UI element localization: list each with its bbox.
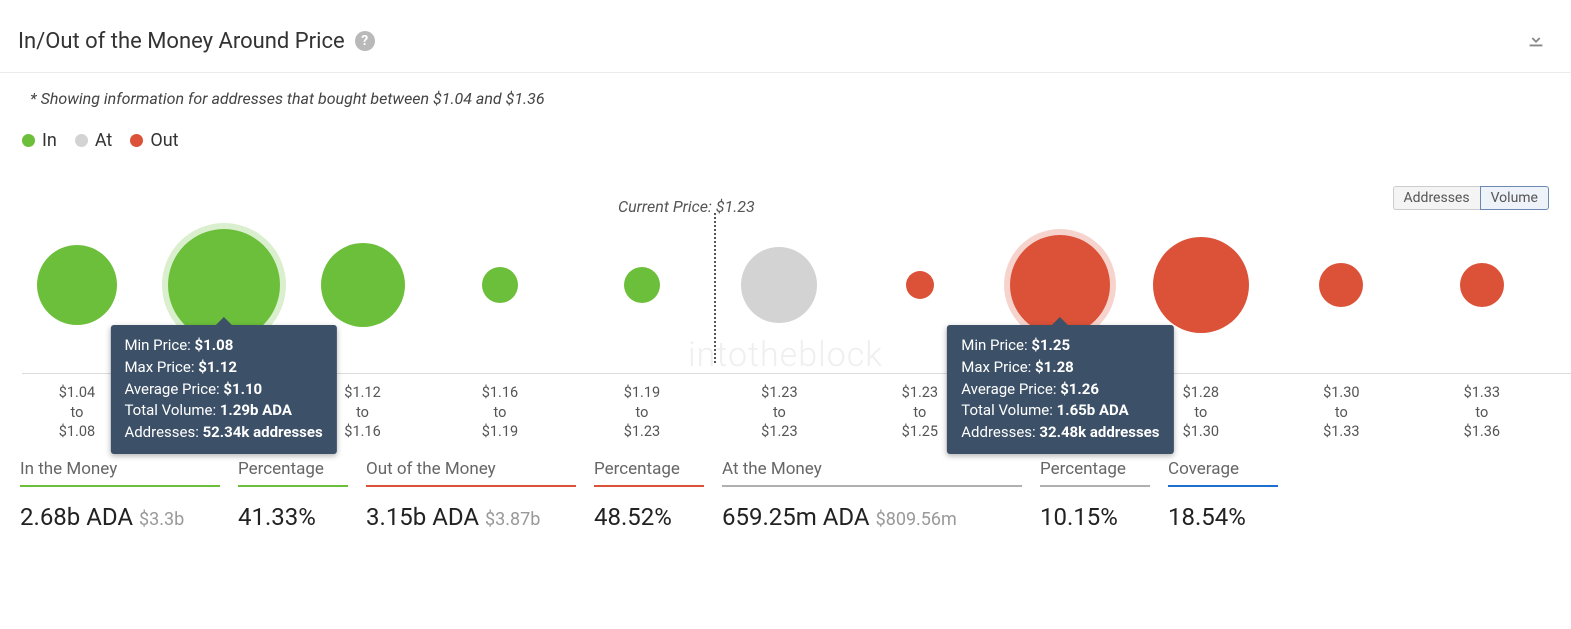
bubble[interactable] [741, 197, 817, 373]
stat-block: Percentage 10.15% [1040, 459, 1150, 531]
stat-value: 2.68b ADA$3.3b [20, 493, 220, 531]
stat-label: Percentage [1040, 459, 1150, 487]
header: In/Out of the Money Around Price ? [0, 0, 1571, 73]
legend-label: Out [150, 130, 178, 151]
x-axis-label: $1.30to$1.33 [1323, 383, 1359, 442]
stat-block: Coverage 18.54% [1168, 459, 1278, 531]
stat-block: Out of the Money 3.15b ADA$3.87b [366, 459, 576, 531]
stat-label: In the Money [20, 459, 220, 487]
bubble[interactable] [37, 197, 117, 373]
legend-dot [130, 134, 143, 147]
chart: Current Price: $1.23$1.04to$1.08$1.08to$… [22, 197, 1549, 433]
stat-label: Percentage [238, 459, 348, 487]
legend-label: At [95, 130, 112, 151]
stat-block: In the Money 2.68b ADA$3.3b [20, 459, 220, 531]
stat-secondary: $3.87b [485, 509, 540, 530]
legend-item[interactable]: In [22, 130, 57, 151]
stat-value: 41.33% [238, 493, 348, 531]
x-axis-label: $1.28to$1.30 [1183, 383, 1219, 442]
stat-label: Percentage [594, 459, 704, 487]
subtitle: * Showing information for addresses that… [0, 73, 1571, 108]
stat-block: Percentage 41.33% [238, 459, 348, 531]
x-axis-label: $1.16to$1.19 [482, 383, 518, 442]
bubble[interactable] [482, 197, 518, 373]
bubble[interactable] [1460, 197, 1504, 373]
tooltip: Min Price: $1.25Max Price: $1.28Average … [947, 325, 1173, 454]
current-price-label: Current Price: $1.23 [618, 197, 755, 216]
legend-item[interactable]: Out [130, 130, 178, 151]
stat-block: Percentage 48.52% [594, 459, 704, 531]
x-axis-label: $1.04to$1.08 [59, 383, 95, 442]
current-price-line [714, 213, 716, 363]
x-axis-label: $1.19to$1.23 [624, 383, 660, 442]
bubble[interactable] [1319, 197, 1363, 373]
help-icon[interactable]: ? [355, 31, 375, 51]
bubble[interactable] [624, 197, 660, 373]
stat-label: Coverage [1168, 459, 1278, 487]
x-axis-label: $1.23to$1.23 [761, 383, 797, 442]
tooltip: Min Price: $1.08Max Price: $1.12Average … [110, 325, 336, 454]
x-axis-label: $1.33to$1.36 [1464, 383, 1500, 442]
stat-value: 659.25m ADA$809.56m [722, 493, 1022, 531]
legend-dot [22, 134, 35, 147]
download-icon[interactable] [1525, 28, 1547, 54]
legend: In At Out [0, 108, 1571, 151]
stat-secondary: $809.56m [876, 509, 957, 530]
legend-dot [75, 134, 88, 147]
stat-value: 18.54% [1168, 493, 1278, 531]
stat-value: 48.52% [594, 493, 704, 531]
stat-label: At the Money [722, 459, 1022, 487]
stat-value: 10.15% [1040, 493, 1150, 531]
legend-item[interactable]: At [75, 130, 112, 151]
stat-block: At the Money 659.25m ADA$809.56m [722, 459, 1022, 531]
page-title: In/Out of the Money Around Price [18, 29, 345, 54]
stat-secondary: $3.3b [139, 509, 184, 530]
stat-label: Out of the Money [366, 459, 576, 487]
legend-label: In [42, 130, 57, 151]
stat-value: 3.15b ADA$3.87b [366, 493, 576, 531]
bubble[interactable] [906, 197, 934, 373]
x-axis-label: $1.23to$1.25 [902, 383, 938, 442]
x-axis-label: $1.12to$1.16 [344, 383, 380, 442]
